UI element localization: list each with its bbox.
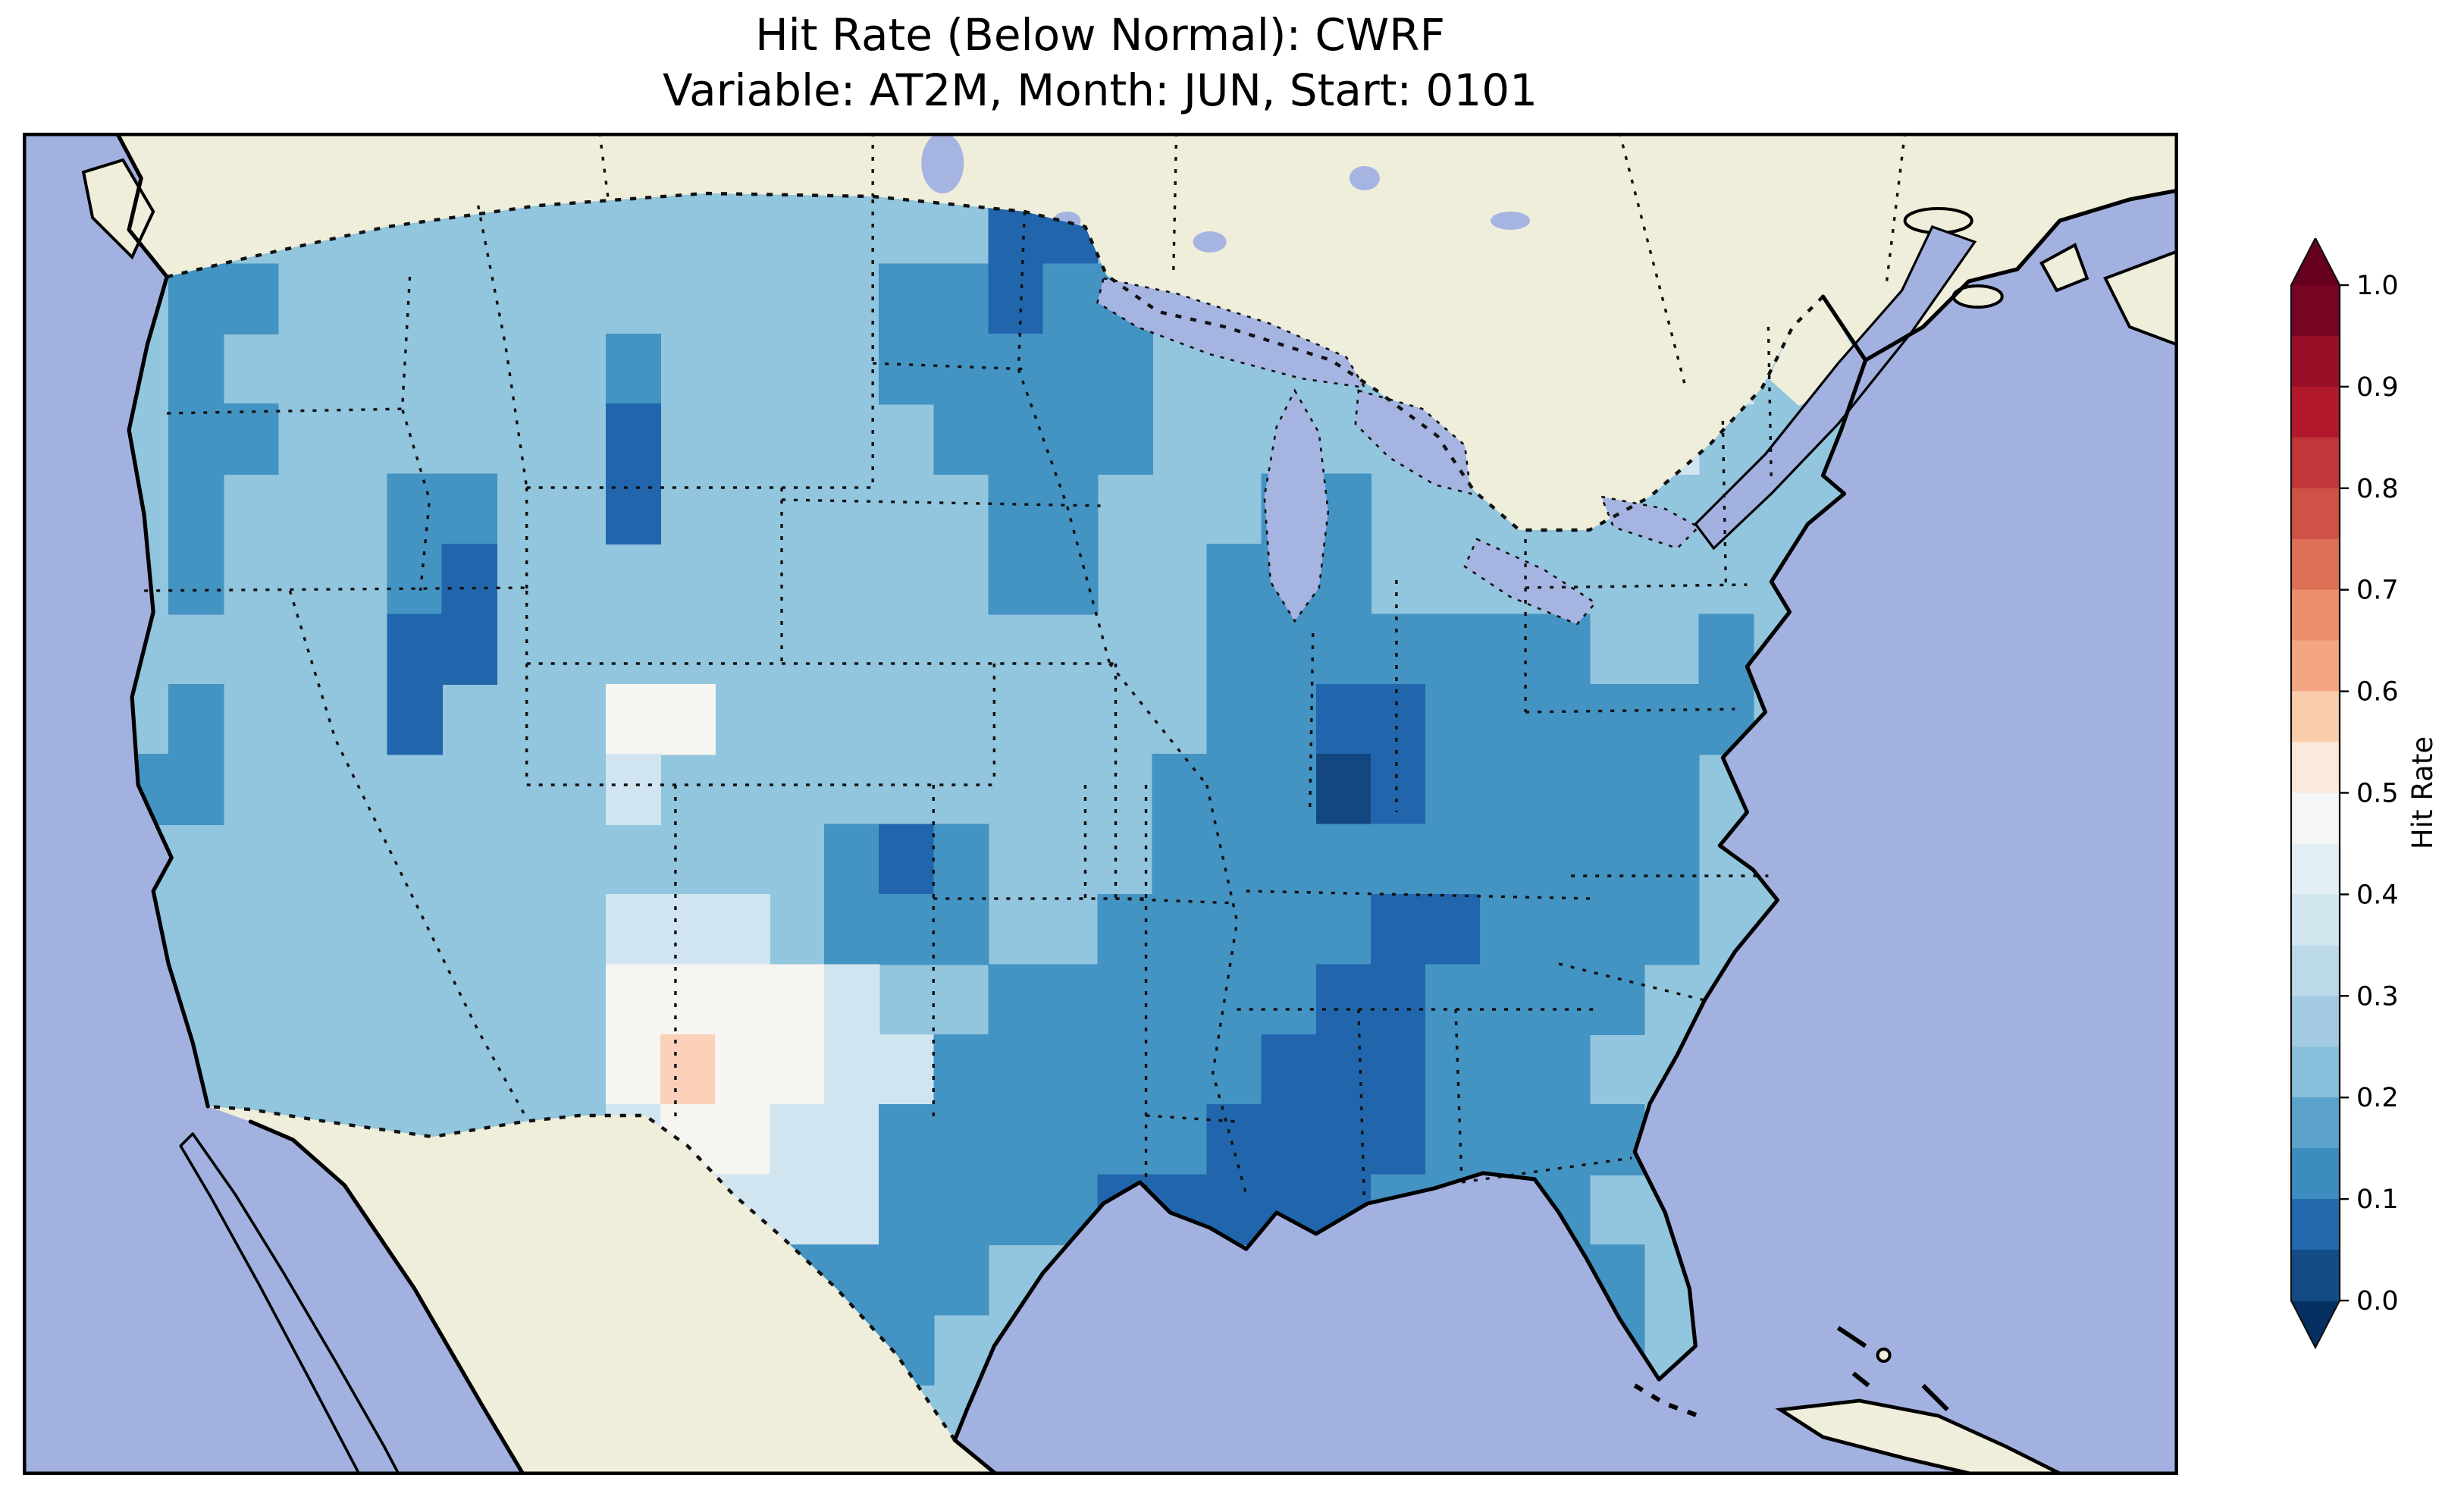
state-border [1357,1009,1366,1210]
colorbar: 1.0 0.9 0.8 0.7 0.6 0.5 0.4 0.3 0.2 0.1 0.0 Hit Rat… [2284,236,2464,1497]
bahamas-island [1851,1371,1870,1388]
newfoundland [2103,249,2178,347]
state-border [1115,897,1237,905]
colorbar-band [2291,996,2340,1048]
state-border [1461,1156,1632,1184]
great-lake [1463,538,1597,626]
colorbar-tick-label: 0.4 [2356,880,2399,910]
bahamas-island [1876,1348,1892,1363]
us-hit-rate-map [23,133,2178,1475]
colorbar-band [2291,894,2340,946]
state-border [782,498,1101,507]
colorbar-band [2291,792,2340,845]
canada-west-coastline [114,133,169,279]
colorbar-tick-label: 0.5 [2356,779,2399,809]
pacific-coastline [127,275,210,1109]
colorbar-tick-label: 1.0 [2356,271,2399,301]
great-lake [1354,389,1472,495]
colorbar-band [2291,1047,2340,1099]
st-lawrence-river [1694,225,1977,551]
colorbar-band [2291,945,2340,997]
state-border [1108,662,1208,786]
colorbar-band [2291,1148,2340,1200]
canada-lake [1491,212,1531,230]
colorbar-band [2291,843,2340,896]
colorbar-tick-label: 0.2 [2356,1083,2399,1113]
colorbar-tick-label: 0.3 [2356,981,2399,1012]
colorbar-band [2291,488,2340,540]
colorbar-canvas: 1.0 0.9 0.8 0.7 0.6 0.5 0.4 0.3 0.2 0.1 0.0 Hit Rat… [2290,236,2439,1350]
lake-nipigon [1193,231,1227,253]
colorbar-tick-label: 0.9 [2356,372,2399,403]
bahamas-island [1836,1326,1867,1348]
mexico-land [208,1106,998,1475]
mexico-gulf-coastline [952,1438,999,1475]
state-border [1558,962,1705,1002]
state-border [1017,211,1027,370]
atlantic-gulf-coastline [952,294,1868,1442]
great-lake [1600,495,1701,550]
colorbar-band [2291,589,2340,642]
state-border [1525,583,1748,589]
colorbar-axis-label: Hit Rate [2406,736,2439,849]
colorbar-band [2291,1097,2340,1149]
colorbar-band [2291,1250,2340,1301]
title-line-1: Hit Rate (Below Normal): CWRF [755,9,1445,61]
colorbar-band [2291,538,2340,591]
colorbar-tick-label: 0.0 [2356,1286,2399,1316]
canada-east-coastline [1863,188,2178,362]
bahamas-island [1921,1383,1949,1412]
baja-california [179,1132,401,1475]
us-canada-border [166,191,1825,532]
colorbar-tick-label: 0.1 [2356,1185,2399,1215]
great-lake [1096,277,1367,389]
state-border [1146,1114,1237,1123]
colorbar-band [2291,742,2340,794]
colorbar-band [2291,335,2340,388]
colorbar-band [2291,437,2340,489]
colorbar-band [2291,1199,2340,1251]
colorbar-tick-label: 0.6 [2356,677,2399,708]
state-border [167,407,410,415]
colorbar-tick-label: 0.7 [2356,576,2399,606]
map-frame [23,133,2178,1475]
state-border [1721,420,1728,585]
colorbar-band [2291,285,2340,337]
cape-breton [2039,243,2089,293]
colorbar-band [2291,640,2340,692]
vancouver-island [81,158,155,260]
province-border [1171,133,1178,279]
gulf-of-california-coastline [248,1119,526,1475]
colorbar-under-arrow [2291,1301,2340,1348]
state-border [288,590,528,1119]
canada-lake [1349,166,1380,190]
colorbar-band [2291,691,2340,743]
state-border [1454,1009,1463,1183]
canada-land [117,133,2178,530]
colorbar-over-arrow [2291,238,2340,285]
state-border [1309,632,1315,808]
province-border [1885,133,1907,282]
state-border [1766,326,1773,485]
province-border [1618,133,1688,391]
page-title: Hit Rate (Below Normal): CWRF Variable: … [663,8,1538,118]
axes-frame [23,133,2178,1475]
title-line-2: Variable: AT2M, Month: JUN, Start: 0101 [662,64,1538,117]
colorbar-tick-label: 0.8 [2356,474,2399,504]
lake-winnipeg [921,133,964,193]
great-lake [1263,388,1330,623]
state-border [873,362,1031,371]
colorbar-band [2291,386,2340,438]
state-border [144,586,527,592]
